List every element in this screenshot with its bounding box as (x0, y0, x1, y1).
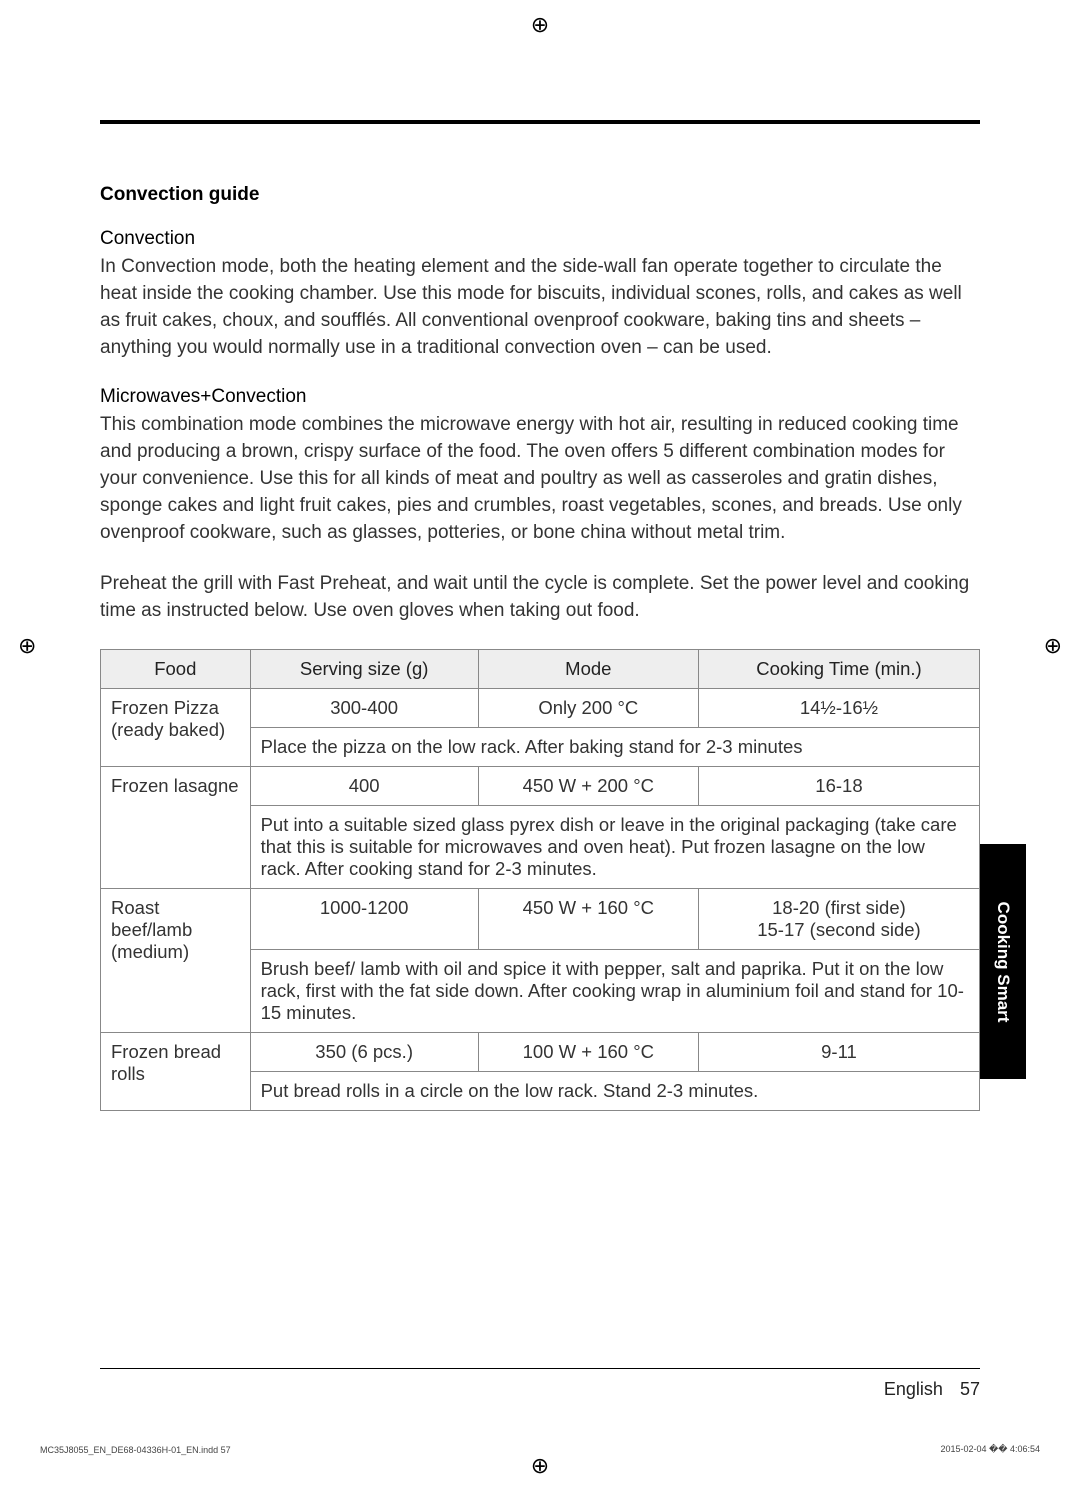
table-row: Frozen Pizza (ready baked) 300-400 Only … (101, 688, 980, 727)
section-title: Convection guide (100, 184, 980, 206)
mw-convection-heading: Microwaves+Convection (100, 386, 980, 408)
cell-size: 350 (6 pcs.) (250, 1032, 478, 1071)
cell-instruction: Put into a suitable sized glass pyrex di… (250, 805, 979, 888)
top-rule (100, 120, 980, 124)
table-row: Roast beef/lamb (medium) 1000-1200 450 W… (101, 888, 980, 949)
side-tab-label: Cooking Smart (993, 901, 1013, 1022)
cell-time: 9-11 (698, 1032, 979, 1071)
registration-mark-left: ⊕ (18, 633, 36, 659)
cell-food: Frozen lasagne (101, 766, 251, 888)
cell-mode: 450 W + 160 °C (478, 888, 698, 949)
col-serving: Serving size (g) (250, 649, 478, 688)
cell-mode: Only 200 °C (478, 688, 698, 727)
cell-size: 300-400 (250, 688, 478, 727)
footer-page-number: 57 (960, 1379, 980, 1399)
cell-food: Roast beef/lamb (medium) (101, 888, 251, 1032)
cell-time: 18-20 (first side) 15-17 (second side) (698, 888, 979, 949)
col-food: Food (101, 649, 251, 688)
imprint-right: 2015-02-04 �� 4:06:54 (940, 1444, 1040, 1455)
side-tab: Cooking Smart (980, 844, 1026, 1079)
cell-food: Frozen bread rolls (101, 1032, 251, 1110)
cell-instruction: Put bread rolls in a circle on the low r… (250, 1071, 979, 1110)
table-header-row: Food Serving size (g) Mode Cooking Time … (101, 649, 980, 688)
footer-language: English (884, 1379, 943, 1399)
convection-heading: Convection (100, 228, 980, 250)
cell-instruction: Place the pizza on the low rack. After b… (250, 727, 979, 766)
cell-mode: 450 W + 200 °C (478, 766, 698, 805)
page-footer: English 57 (100, 1368, 980, 1400)
registration-mark-bottom: ⊕ (531, 1453, 549, 1479)
cooking-table: Food Serving size (g) Mode Cooking Time … (100, 649, 980, 1111)
table-row: Frozen lasagne 400 450 W + 200 °C 16-18 (101, 766, 980, 805)
cell-size: 1000-1200 (250, 888, 478, 949)
cell-mode: 100 W + 160 °C (478, 1032, 698, 1071)
preheat-note: Preheat the grill with Fast Preheat, and… (100, 571, 980, 625)
mw-convection-body: This combination mode combines the micro… (100, 412, 980, 547)
convection-body: In Convection mode, both the heating ele… (100, 254, 980, 362)
col-mode: Mode (478, 649, 698, 688)
imprint-left: MC35J8055_EN_DE68-04336H-01_EN.indd 57 (40, 1445, 231, 1455)
cell-time: 16-18 (698, 766, 979, 805)
cell-time: 14½-16½ (698, 688, 979, 727)
cell-food: Frozen Pizza (ready baked) (101, 688, 251, 766)
registration-mark-right: ⊕ (1044, 633, 1062, 659)
registration-mark-top: ⊕ (531, 12, 549, 38)
page-content: Convection guide Convection In Convectio… (100, 120, 980, 1400)
table-row: Frozen bread rolls 350 (6 pcs.) 100 W + … (101, 1032, 980, 1071)
cell-instruction: Brush beef/ lamb with oil and spice it w… (250, 949, 979, 1032)
cell-size: 400 (250, 766, 478, 805)
col-time: Cooking Time (min.) (698, 649, 979, 688)
